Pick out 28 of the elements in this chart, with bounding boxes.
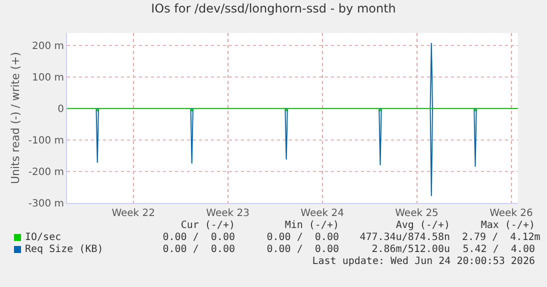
- legend-label: IO/sec: [25, 232, 62, 244]
- text: 5.42 / 4.00: [462, 244, 535, 256]
- text: Min (-/+): [284, 220, 339, 232]
- text: 0.00 / 0.00: [266, 244, 339, 256]
- x-tick-label: Week 26: [490, 208, 533, 219]
- x-tick-label: Week 25: [395, 208, 438, 219]
- text: 477.34u/874.58n: [358, 232, 450, 244]
- y-axis-title: Units read (-) / write (+): [9, 52, 22, 184]
- x-tick-label: Week 23: [206, 208, 250, 219]
- y-tick-label: -200 m: [28, 167, 64, 178]
- chart-title: IOs for /dev/ssd/longhorn-ssd - by month: [151, 2, 396, 16]
- text: Avg (-/+): [394, 220, 450, 232]
- text: Last update: Wed Jun 24 20:00:53 2026: [311, 256, 535, 268]
- y-tick-label: 0: [58, 104, 64, 116]
- text: 2.79 / 4.12m: [462, 232, 540, 244]
- x-tick-label: Week 22: [112, 208, 156, 219]
- text: Cur (-/+): [180, 220, 235, 232]
- text: 0.00 / 0.00: [266, 232, 339, 244]
- text: Max (-/+): [480, 220, 535, 232]
- y-tick-label: -300 m: [28, 198, 64, 210]
- text: 0.00 / 0.00: [162, 244, 235, 256]
- y-tick-label: 100 m: [32, 72, 64, 84]
- y-tick-label: 200 m: [32, 41, 64, 52]
- legend-label: Req Size (KB): [25, 244, 104, 256]
- text: 0.00 / 0.00: [162, 232, 235, 244]
- y-tick-label: -100 m: [28, 136, 64, 147]
- text: 2.86m/512.00u: [370, 244, 450, 256]
- x-tick-label: Week 24: [300, 208, 344, 219]
